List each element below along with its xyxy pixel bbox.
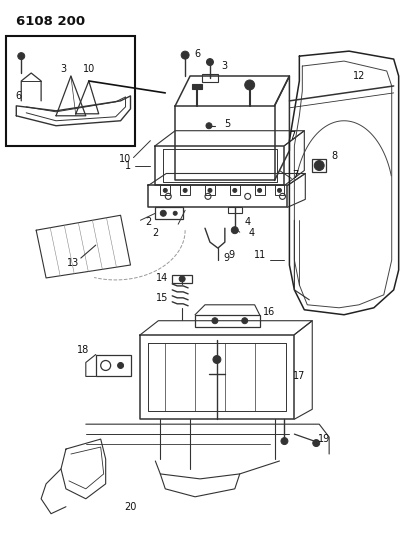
Circle shape bbox=[257, 188, 262, 192]
Text: 7: 7 bbox=[289, 131, 295, 141]
Text: 10: 10 bbox=[83, 64, 95, 74]
Circle shape bbox=[181, 51, 189, 59]
Circle shape bbox=[245, 80, 255, 90]
Text: 8: 8 bbox=[331, 151, 337, 160]
Text: 19: 19 bbox=[318, 434, 330, 444]
Circle shape bbox=[313, 440, 320, 447]
Text: 3: 3 bbox=[60, 64, 66, 74]
Circle shape bbox=[18, 53, 25, 60]
Bar bbox=[228, 207, 242, 213]
Bar bbox=[202, 74, 218, 82]
Bar bbox=[96, 354, 131, 376]
Text: 6108 200: 6108 200 bbox=[16, 15, 85, 28]
Text: 14: 14 bbox=[156, 273, 169, 283]
Circle shape bbox=[277, 188, 282, 192]
Bar bbox=[312, 158, 326, 173]
Bar bbox=[275, 185, 284, 196]
Bar bbox=[255, 185, 264, 196]
Bar bbox=[195, 315, 259, 327]
Bar bbox=[155, 207, 183, 219]
Text: 12: 12 bbox=[353, 71, 365, 81]
Circle shape bbox=[179, 276, 185, 282]
Circle shape bbox=[206, 59, 213, 66]
Circle shape bbox=[213, 356, 221, 364]
Bar bbox=[205, 185, 215, 196]
Text: 9: 9 bbox=[224, 253, 230, 263]
Text: 17: 17 bbox=[293, 372, 306, 382]
Circle shape bbox=[160, 211, 166, 216]
Text: 7: 7 bbox=[292, 171, 299, 181]
Bar bbox=[7, 36, 135, 146]
Circle shape bbox=[314, 160, 324, 171]
Text: 2: 2 bbox=[145, 217, 151, 227]
Text: 4: 4 bbox=[248, 228, 255, 238]
Text: 6: 6 bbox=[15, 91, 21, 101]
Text: 15: 15 bbox=[156, 293, 169, 303]
Circle shape bbox=[233, 188, 237, 192]
Bar bbox=[172, 275, 192, 283]
Circle shape bbox=[173, 211, 177, 215]
Bar bbox=[160, 185, 170, 196]
Circle shape bbox=[163, 188, 167, 192]
Bar bbox=[192, 84, 202, 89]
Circle shape bbox=[231, 227, 238, 233]
Bar bbox=[180, 185, 190, 196]
Circle shape bbox=[118, 362, 124, 368]
Circle shape bbox=[242, 318, 248, 324]
Bar bbox=[230, 185, 240, 196]
Text: 18: 18 bbox=[77, 344, 89, 354]
Circle shape bbox=[212, 318, 218, 324]
Text: 4: 4 bbox=[245, 217, 251, 227]
Circle shape bbox=[208, 188, 212, 192]
Text: 6: 6 bbox=[194, 49, 200, 59]
Text: 10: 10 bbox=[120, 154, 132, 164]
Circle shape bbox=[183, 188, 187, 192]
Text: 13: 13 bbox=[67, 258, 79, 268]
Text: 11: 11 bbox=[253, 250, 266, 260]
Text: 3: 3 bbox=[222, 61, 228, 71]
Text: 2: 2 bbox=[152, 228, 158, 238]
Text: 20: 20 bbox=[124, 502, 137, 512]
Text: 9: 9 bbox=[229, 250, 235, 260]
Text: 16: 16 bbox=[264, 307, 276, 317]
Text: 5: 5 bbox=[224, 119, 230, 129]
Text: 1: 1 bbox=[124, 160, 131, 171]
Circle shape bbox=[281, 438, 288, 445]
Circle shape bbox=[206, 123, 212, 129]
